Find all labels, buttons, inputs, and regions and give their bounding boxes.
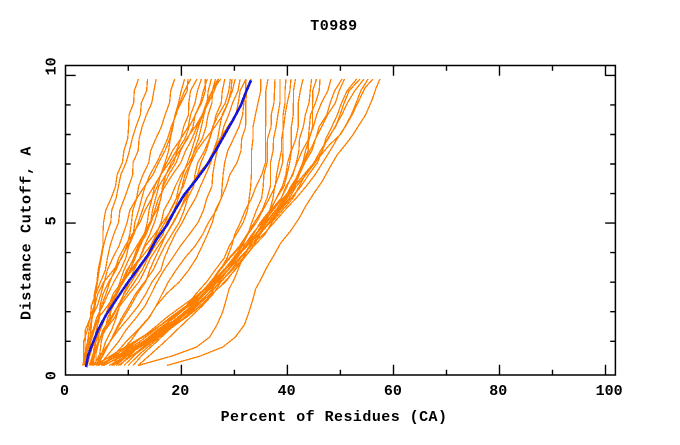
svg-text:Distance Cutoff, A: Distance Cutoff, A	[19, 147, 36, 320]
svg-text:60: 60	[384, 383, 402, 400]
svg-text:T0989: T0989	[310, 18, 357, 35]
svg-text:40: 40	[278, 383, 296, 400]
svg-text:5: 5	[44, 216, 61, 225]
svg-text:20: 20	[171, 383, 189, 400]
svg-text:80: 80	[489, 383, 507, 400]
svg-text:100: 100	[596, 383, 623, 400]
svg-text:0: 0	[44, 371, 61, 380]
svg-text:0: 0	[60, 383, 69, 400]
svg-text:Percent of Residues (CA): Percent of Residues (CA)	[221, 409, 447, 426]
svg-text:10: 10	[44, 57, 61, 75]
